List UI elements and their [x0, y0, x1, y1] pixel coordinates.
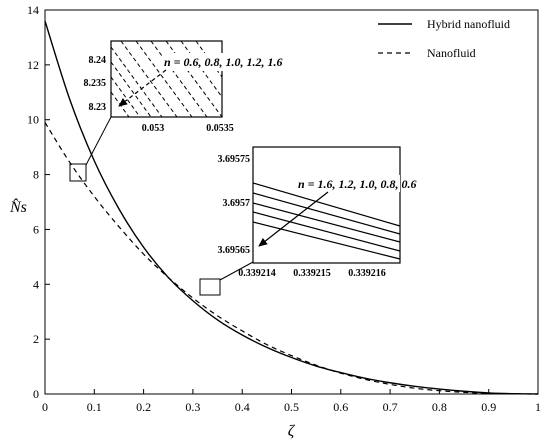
hybrid-nanofluid-line — [44, 20, 539, 395]
inset-1-frame — [110, 40, 223, 118]
x-tick-label: 0.3 — [185, 400, 200, 414]
inset-2: n = 1.6, 1.2, 1.0, 0.8, 0.6 3.69575 3.69… — [218, 146, 417, 279]
y-tick-label: 8 — [33, 168, 39, 182]
nanofluid-line — [44, 122, 539, 395]
inset-1: n = 0.6, 0.8, 1.0, 1.2, 1.6 8.24 8.235 8… — [84, 40, 283, 134]
x-tick-label: 1 — [535, 400, 541, 414]
inset-1-xtick: 0.0535 — [206, 123, 234, 134]
y-tick-label: 14 — [27, 3, 39, 17]
inset-1-ytick: 8.235 — [84, 78, 107, 89]
x-tick-label: 0.8 — [432, 400, 447, 414]
inset-2-xtick: 0.339215 — [293, 268, 331, 279]
x-axis-label: ζ — [288, 423, 296, 440]
x-tick-label: 0.6 — [333, 400, 348, 414]
y-axis: 0 2 4 6 8 10 12 14 — [27, 3, 50, 401]
inset-1-ytick: 8.24 — [89, 55, 107, 66]
legend: Hybrid nanofluid Nanofluid — [378, 17, 510, 60]
inset-1-xtick: 0.053 — [142, 123, 165, 134]
x-tick-label: 0.1 — [87, 400, 102, 414]
connector-2 — [219, 261, 254, 281]
x-tick-label: 0 — [42, 400, 48, 414]
inset-2-lines — [252, 182, 401, 260]
x-tick-label: 0.2 — [136, 400, 151, 414]
y-tick-label: 10 — [27, 113, 39, 127]
x-tick-label: 0.7 — [383, 400, 398, 414]
y-axis-label: N̂s — [9, 197, 27, 216]
inset-1-annotation: n = 0.6, 0.8, 1.0, 1.2, 1.6 — [164, 55, 283, 69]
y-tick-label: 6 — [33, 222, 39, 236]
inset-2-ytick: 3.6957 — [223, 198, 251, 209]
legend-label-hybrid: Hybrid nanofluid — [427, 17, 510, 31]
x-tick-label: 0.9 — [481, 400, 496, 414]
y-tick-label: 12 — [27, 58, 39, 72]
x-axis: 0 0.1 0.2 0.3 0.4 0.5 0.6 0.7 0.8 0.9 1 — [42, 389, 541, 414]
connector-1 — [85, 116, 112, 166]
y-tick-label: 2 — [33, 332, 39, 346]
inset-2-xtick: 0.339214 — [238, 268, 276, 279]
inset-2-ytick: 3.69575 — [218, 154, 251, 165]
legend-label-nanofluid: Nanofluid — [427, 46, 476, 60]
inset-1-arrow — [118, 69, 167, 107]
y-tick-label: 0 — [33, 387, 39, 401]
inset-2-ytick: 3.69565 — [218, 245, 251, 256]
zoom-box-2 — [199, 278, 221, 296]
inset-2-arrow — [258, 191, 329, 247]
zoom-box-1 — [69, 163, 87, 182]
inset-2-annotation: n = 1.6, 1.2, 1.0, 0.8, 0.6 — [298, 177, 417, 191]
inset-1-ytick: 8.23 — [89, 102, 107, 113]
x-tick-label: 0.4 — [235, 400, 250, 414]
y-tick-label: 4 — [33, 277, 39, 291]
x-tick-label: 0.5 — [284, 400, 299, 414]
inset-2-xtick: 0.339216 — [348, 268, 386, 279]
